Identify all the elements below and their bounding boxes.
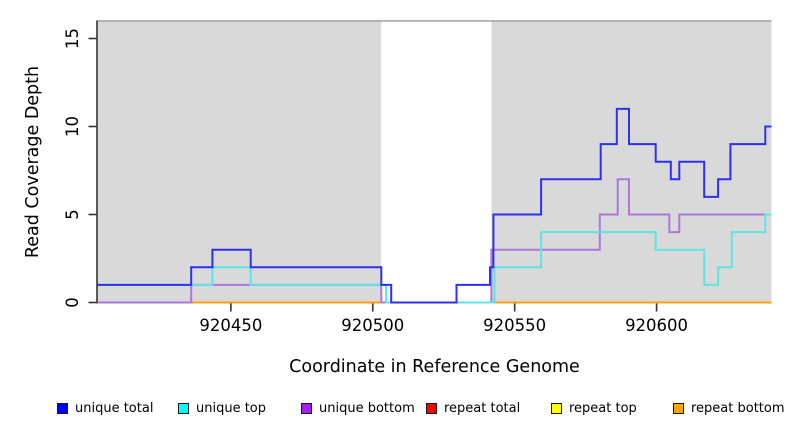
legend-item-repeat-bottom: repeat bottom bbox=[673, 398, 785, 418]
legend-item-unique-total: unique total bbox=[57, 398, 153, 418]
x-tick-label: 920450 bbox=[199, 316, 262, 335]
legend-item-label: unique bottom bbox=[319, 400, 415, 416]
legend-item-unique-top: unique top bbox=[178, 398, 266, 418]
y-tick-label: 10 bbox=[63, 116, 82, 137]
legend-item-label: repeat top bbox=[569, 400, 637, 416]
x-tick-label: 920500 bbox=[341, 316, 404, 335]
legend-item-label: repeat bottom bbox=[691, 400, 785, 416]
plot-background-right bbox=[491, 20, 772, 304]
x-tick-label: 920600 bbox=[625, 316, 688, 335]
legend-item-label: unique total bbox=[75, 400, 154, 416]
legend-swatch-icon-repeat-total bbox=[426, 402, 437, 414]
legend-item-repeat-total: repeat total bbox=[426, 398, 520, 418]
legend-item-repeat-top: repeat top bbox=[551, 398, 637, 418]
y-tick-label: 0 bbox=[63, 297, 82, 308]
legend-swatch-icon-unique-total bbox=[57, 402, 68, 414]
x-axis-title: Coordinate in Reference Genome bbox=[289, 357, 580, 377]
x-tick-label: 920550 bbox=[483, 316, 546, 335]
series-line-unique-total bbox=[97, 107, 772, 304]
legend-item-unique-bottom: unique bottom bbox=[301, 398, 415, 418]
legend-item-label: unique top bbox=[196, 400, 267, 416]
legend-item-label: repeat total bbox=[444, 400, 521, 416]
legend-swatch-icon-repeat-bottom bbox=[673, 402, 684, 414]
y-tick-label: 5 bbox=[63, 209, 82, 220]
legend-swatch-icon-repeat-top bbox=[551, 402, 562, 414]
plot-background-left bbox=[97, 20, 382, 304]
y-tick-label: 15 bbox=[63, 28, 82, 49]
chart-legend: unique total unique top unique bottom repea… bbox=[0, 398, 792, 420]
masked-region bbox=[381, 20, 492, 304]
legend-swatch-icon-unique-top bbox=[178, 402, 189, 414]
y-axis-title: Read Coverage Depth bbox=[23, 66, 43, 258]
series-line-unique-top bbox=[97, 213, 772, 304]
legend-swatch-icon-unique-bottom bbox=[301, 402, 312, 414]
